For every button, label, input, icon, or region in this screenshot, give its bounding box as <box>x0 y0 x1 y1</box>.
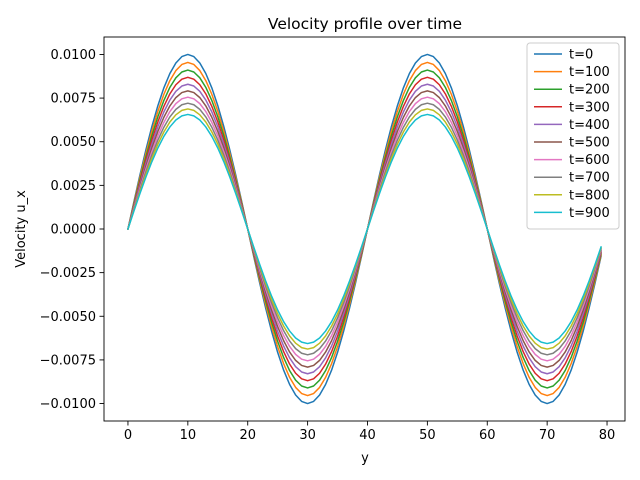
y-tick-label: −0.0025 <box>40 266 96 281</box>
legend-label-t-900: t=900 <box>569 206 610 221</box>
y-tick-label: −0.0050 <box>40 310 96 325</box>
y-tick-label: −0.0100 <box>40 397 96 412</box>
legend-label-t-800: t=800 <box>569 188 610 203</box>
y-tick-label: −0.0075 <box>40 353 96 368</box>
legend: t=0 t=100 t=200 t=300 t=400 t=500 t=600 t=700 t=… <box>526 42 620 230</box>
legend-label-t-100: t=100 <box>569 65 610 80</box>
x-tick-label: 70 <box>539 428 556 443</box>
x-axis-ticks: 0 10 20 30 40 50 60 70 80 <box>124 421 615 443</box>
y-tick-label: 0.0100 <box>51 48 97 63</box>
legend-label-t-400: t=400 <box>569 118 610 133</box>
x-tick-label: 40 <box>359 428 376 443</box>
x-tick-label: 60 <box>479 428 496 443</box>
legend-label-t-300: t=300 <box>569 100 610 115</box>
x-tick-label: 20 <box>239 428 256 443</box>
y-tick-label: 0.0000 <box>51 223 97 238</box>
legend-label-t-200: t=200 <box>569 83 610 98</box>
x-tick-label: 30 <box>299 428 316 443</box>
legend-label-t-500: t=500 <box>569 136 610 151</box>
legend-label-t-700: t=700 <box>569 171 610 186</box>
x-tick-label: 80 <box>599 428 616 443</box>
series-line-t-900 <box>127 113 603 345</box>
y-tick-label: 0.0075 <box>51 92 97 107</box>
chart-title: Velocity profile over time <box>268 15 462 33</box>
y-axis-label: Velocity u_x <box>14 190 29 268</box>
legend-label-t-600: t=600 <box>569 153 610 168</box>
y-tick-label: 0.0050 <box>51 135 97 150</box>
x-tick-label: 0 <box>124 428 132 443</box>
y-axis-ticks: −0.0100 −0.0075 −0.0050 −0.0025 0.0000 0.0025… <box>40 48 104 412</box>
y-tick-label: 0.0025 <box>51 179 97 194</box>
x-tick-label: 10 <box>180 428 197 443</box>
legend-label-t-0: t=0 <box>569 48 593 63</box>
series-layer <box>127 53 603 405</box>
x-axis-label: y <box>361 451 369 466</box>
x-tick-label: 50 <box>419 428 436 443</box>
